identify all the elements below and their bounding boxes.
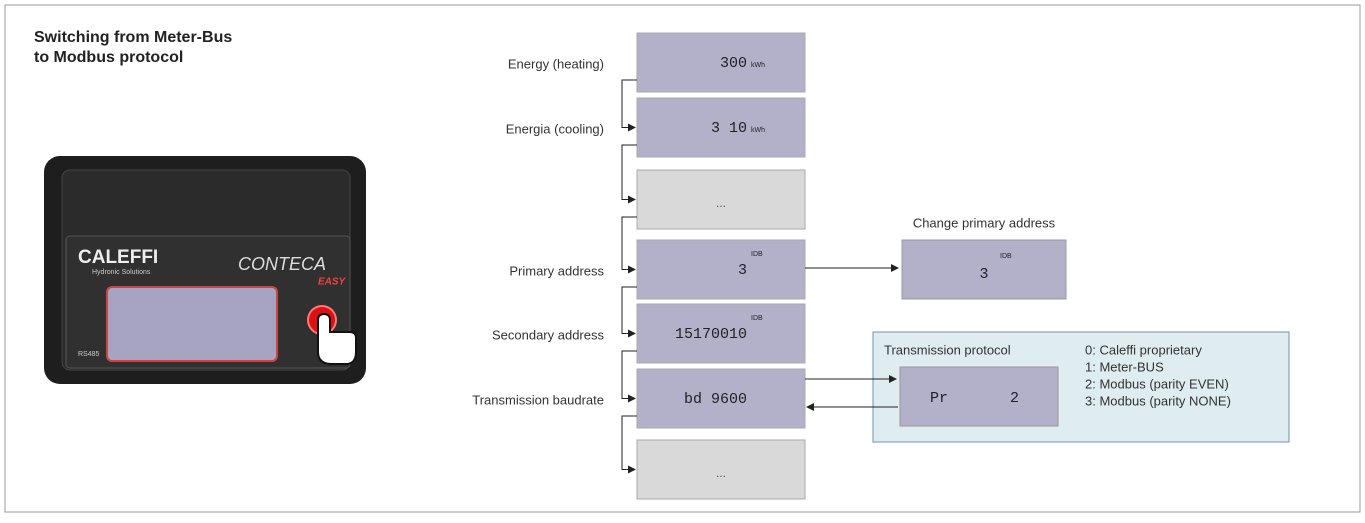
protocol-option: 1: Meter-BUS bbox=[1085, 359, 1164, 374]
connector bbox=[621, 415, 637, 474]
lcd-text: 2 bbox=[1010, 390, 1019, 407]
connector bbox=[621, 286, 637, 338]
lcd bbox=[636, 97, 806, 158]
port: RS485 bbox=[78, 351, 100, 358]
lcd-unit: IDB bbox=[751, 251, 763, 258]
lcd-text: 300 bbox=[720, 55, 747, 72]
lcd-unit: IDB bbox=[1000, 253, 1012, 260]
protocol-option: 3: Modbus (parity NONE) bbox=[1085, 393, 1231, 408]
frame bbox=[4, 4, 1361, 513]
protocol-title: Transmission protocol bbox=[884, 342, 1011, 357]
lcd-text: Pr bbox=[930, 390, 948, 407]
lcd-unit: IDB bbox=[751, 315, 763, 322]
lcd-text: 15170010 bbox=[675, 326, 747, 343]
lcd bbox=[636, 169, 806, 230]
lcd bbox=[636, 303, 806, 364]
lcd bbox=[901, 239, 1067, 300]
lcd-text: bd 9600 bbox=[684, 391, 747, 408]
brand: CALEFFI bbox=[78, 247, 158, 268]
lcd-unit: kWh bbox=[751, 62, 765, 69]
connector bbox=[621, 350, 637, 403]
connector bbox=[621, 144, 637, 204]
lcd-text: 3 10 bbox=[711, 120, 747, 137]
lcd bbox=[636, 439, 806, 500]
lcd bbox=[636, 239, 806, 300]
step-label: Energy (heating) bbox=[508, 56, 604, 71]
lcd-text: ... bbox=[716, 466, 726, 480]
lcd-text: 3 bbox=[979, 266, 988, 283]
lcd bbox=[636, 368, 806, 429]
lcd bbox=[899, 366, 1059, 427]
step-label: Primary address bbox=[509, 263, 604, 278]
lcd-unit: kWh bbox=[751, 127, 765, 134]
step-label: Secondary address bbox=[492, 327, 605, 342]
connector bbox=[621, 79, 637, 132]
change-title: Change primary address bbox=[913, 215, 1056, 230]
lcd bbox=[636, 32, 806, 93]
product: CONTECA bbox=[238, 254, 326, 274]
protocol-option: 2: Modbus (parity EVEN) bbox=[1085, 376, 1229, 391]
product-sub: EASY bbox=[318, 277, 347, 288]
step-label: Transmission baudrate bbox=[472, 392, 604, 407]
device: CALEFFI Hydronic Solutions CONTECA EASY … bbox=[44, 156, 366, 384]
connector bbox=[621, 216, 637, 274]
title: Switching from Meter-Bus bbox=[34, 29, 232, 46]
tagline: Hydronic Solutions bbox=[92, 269, 151, 276]
lcd-text: 3 bbox=[738, 262, 747, 279]
protocol-option: 0: Caleffi proprietary bbox=[1085, 342, 1202, 357]
lcd-text: ... bbox=[716, 196, 726, 210]
step-label: Energia (cooling) bbox=[506, 121, 604, 136]
title: to Modbus protocol bbox=[34, 49, 183, 66]
